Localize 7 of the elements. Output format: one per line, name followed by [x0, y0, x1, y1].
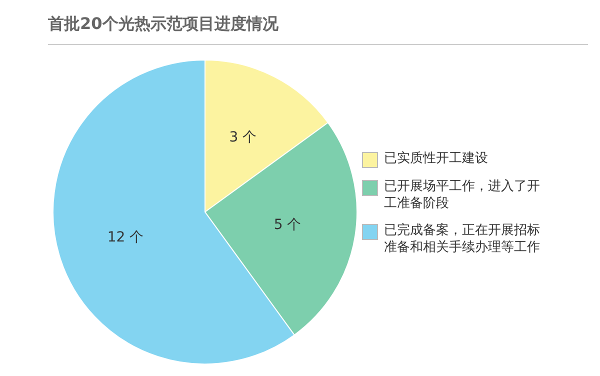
title: 首批20个光热示范项目进度情况: [48, 14, 278, 35]
data-label: 12 个: [107, 230, 144, 246]
data-label: 3 个: [229, 129, 257, 146]
legend-label: 已实质性开工建设: [384, 150, 488, 167]
data-label: 5 个: [274, 216, 302, 233]
legend-label: 已完成备案，正在开展招标准备和相关手续办理等工作: [384, 222, 541, 256]
legend-label: 已开展场平工作，进入了开工准备阶段: [384, 178, 541, 212]
